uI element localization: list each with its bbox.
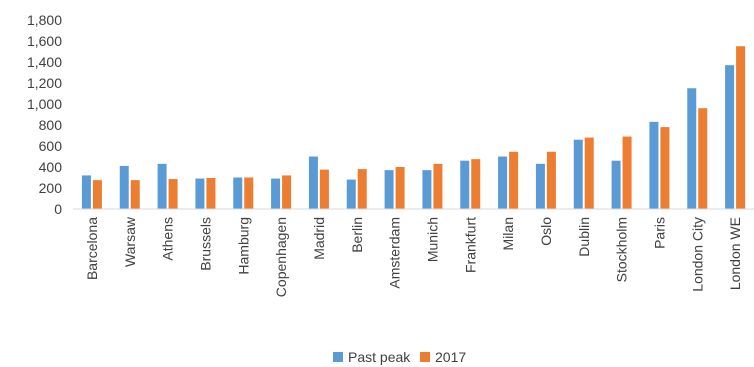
bar-past-peak-munich (422, 170, 432, 209)
legend-label-past-peak: Past peak (348, 349, 411, 365)
bar-2017-athens (168, 179, 178, 209)
y-tick-label: 1,800 (27, 12, 62, 28)
x-category-label: Warsaw (122, 216, 138, 267)
y-tick-label: 0 (54, 201, 62, 217)
bar-past-peak-stockholm (611, 160, 621, 209)
x-category-label: Hamburg (235, 217, 251, 275)
y-tick-label: 1,000 (27, 96, 62, 112)
bar-2017-berlin (357, 169, 367, 209)
bar-past-peak-dublin (573, 139, 583, 209)
y-tick-label: 400 (39, 159, 63, 175)
bar-past-peak-hamburg (233, 177, 243, 209)
y-tick-label: 1,600 (27, 33, 62, 49)
bar-past-peak-paris (649, 121, 659, 209)
bar-2017-london-city (698, 108, 708, 209)
bar-2017-london-we (736, 46, 746, 209)
x-category-label: Munich (424, 217, 440, 262)
x-category-label: London City (689, 217, 705, 292)
y-tick-label: 200 (39, 180, 63, 196)
bar-past-peak-copenhagen (271, 178, 281, 209)
bar-past-peak-milan (498, 156, 508, 209)
bar-past-peak-barcelona (81, 175, 91, 209)
bar-past-peak-frankfurt (460, 160, 470, 209)
bar-2017-oslo (546, 151, 556, 209)
x-category-label: Barcelona (84, 217, 100, 280)
legend-label-2017: 2017 (435, 349, 466, 365)
bar-past-peak-berlin (346, 179, 356, 209)
bar-past-peak-athens (157, 163, 167, 209)
bar-2017-munich (433, 163, 443, 209)
bar-2017-paris (660, 127, 670, 209)
bar-2017-dublin (584, 137, 594, 209)
bar-past-peak-amsterdam (384, 170, 394, 209)
bar-2017-copenhagen (282, 175, 292, 209)
x-category-label: Paris (651, 217, 667, 249)
legend: Past peak 2017 (333, 349, 466, 365)
bar-past-peak-madrid (308, 156, 318, 209)
legend-swatch-past-peak (333, 352, 343, 362)
x-category-label: Milan (500, 217, 516, 250)
bar-2017-hamburg (244, 177, 254, 209)
y-tick-label: 600 (39, 138, 63, 154)
x-category-label: Copenhagen (273, 217, 289, 297)
y-axis: 0 200 400 600 800 1,000 1,200 1,400 1,600 1,800 (27, 12, 62, 217)
bar-2017-warsaw (130, 180, 140, 209)
bar-past-peak-london-we (725, 65, 735, 210)
bar-2017-madrid (319, 169, 329, 209)
x-axis-labels: Barcelona Warsaw Athens Brussels Hamburg Cope… (84, 216, 743, 297)
bar-2017-frankfurt (471, 159, 481, 209)
x-category-label: Brussels (197, 217, 213, 271)
y-tick-label: 800 (39, 117, 63, 133)
y-tick-label: 1,200 (27, 75, 62, 91)
x-category-label: Dublin (576, 217, 592, 257)
x-category-label: London WE (727, 217, 743, 290)
bar-past-peak-warsaw (119, 165, 129, 209)
y-tick-label: 1,400 (27, 54, 62, 70)
x-category-label: Oslo (538, 217, 554, 246)
bar-past-peak-london-city (687, 88, 697, 209)
bar-2017-brussels (206, 178, 216, 209)
legend-swatch-2017 (420, 352, 430, 362)
x-category-label: Stockholm (614, 217, 630, 282)
x-category-label: Madrid (311, 217, 327, 260)
x-category-label: Athens (160, 217, 176, 261)
x-category-label: Berlin (349, 217, 365, 253)
x-category-label: Frankfurt (462, 217, 478, 273)
bar-past-peak-brussels (195, 178, 205, 209)
bar-2017-milan (509, 151, 519, 209)
bars (81, 46, 746, 210)
bar-2017-barcelona (92, 180, 102, 209)
bar-past-peak-oslo (535, 163, 545, 209)
bar-2017-stockholm (622, 136, 632, 209)
bar-2017-amsterdam (395, 167, 405, 209)
x-category-label: Amsterdam (387, 217, 403, 289)
